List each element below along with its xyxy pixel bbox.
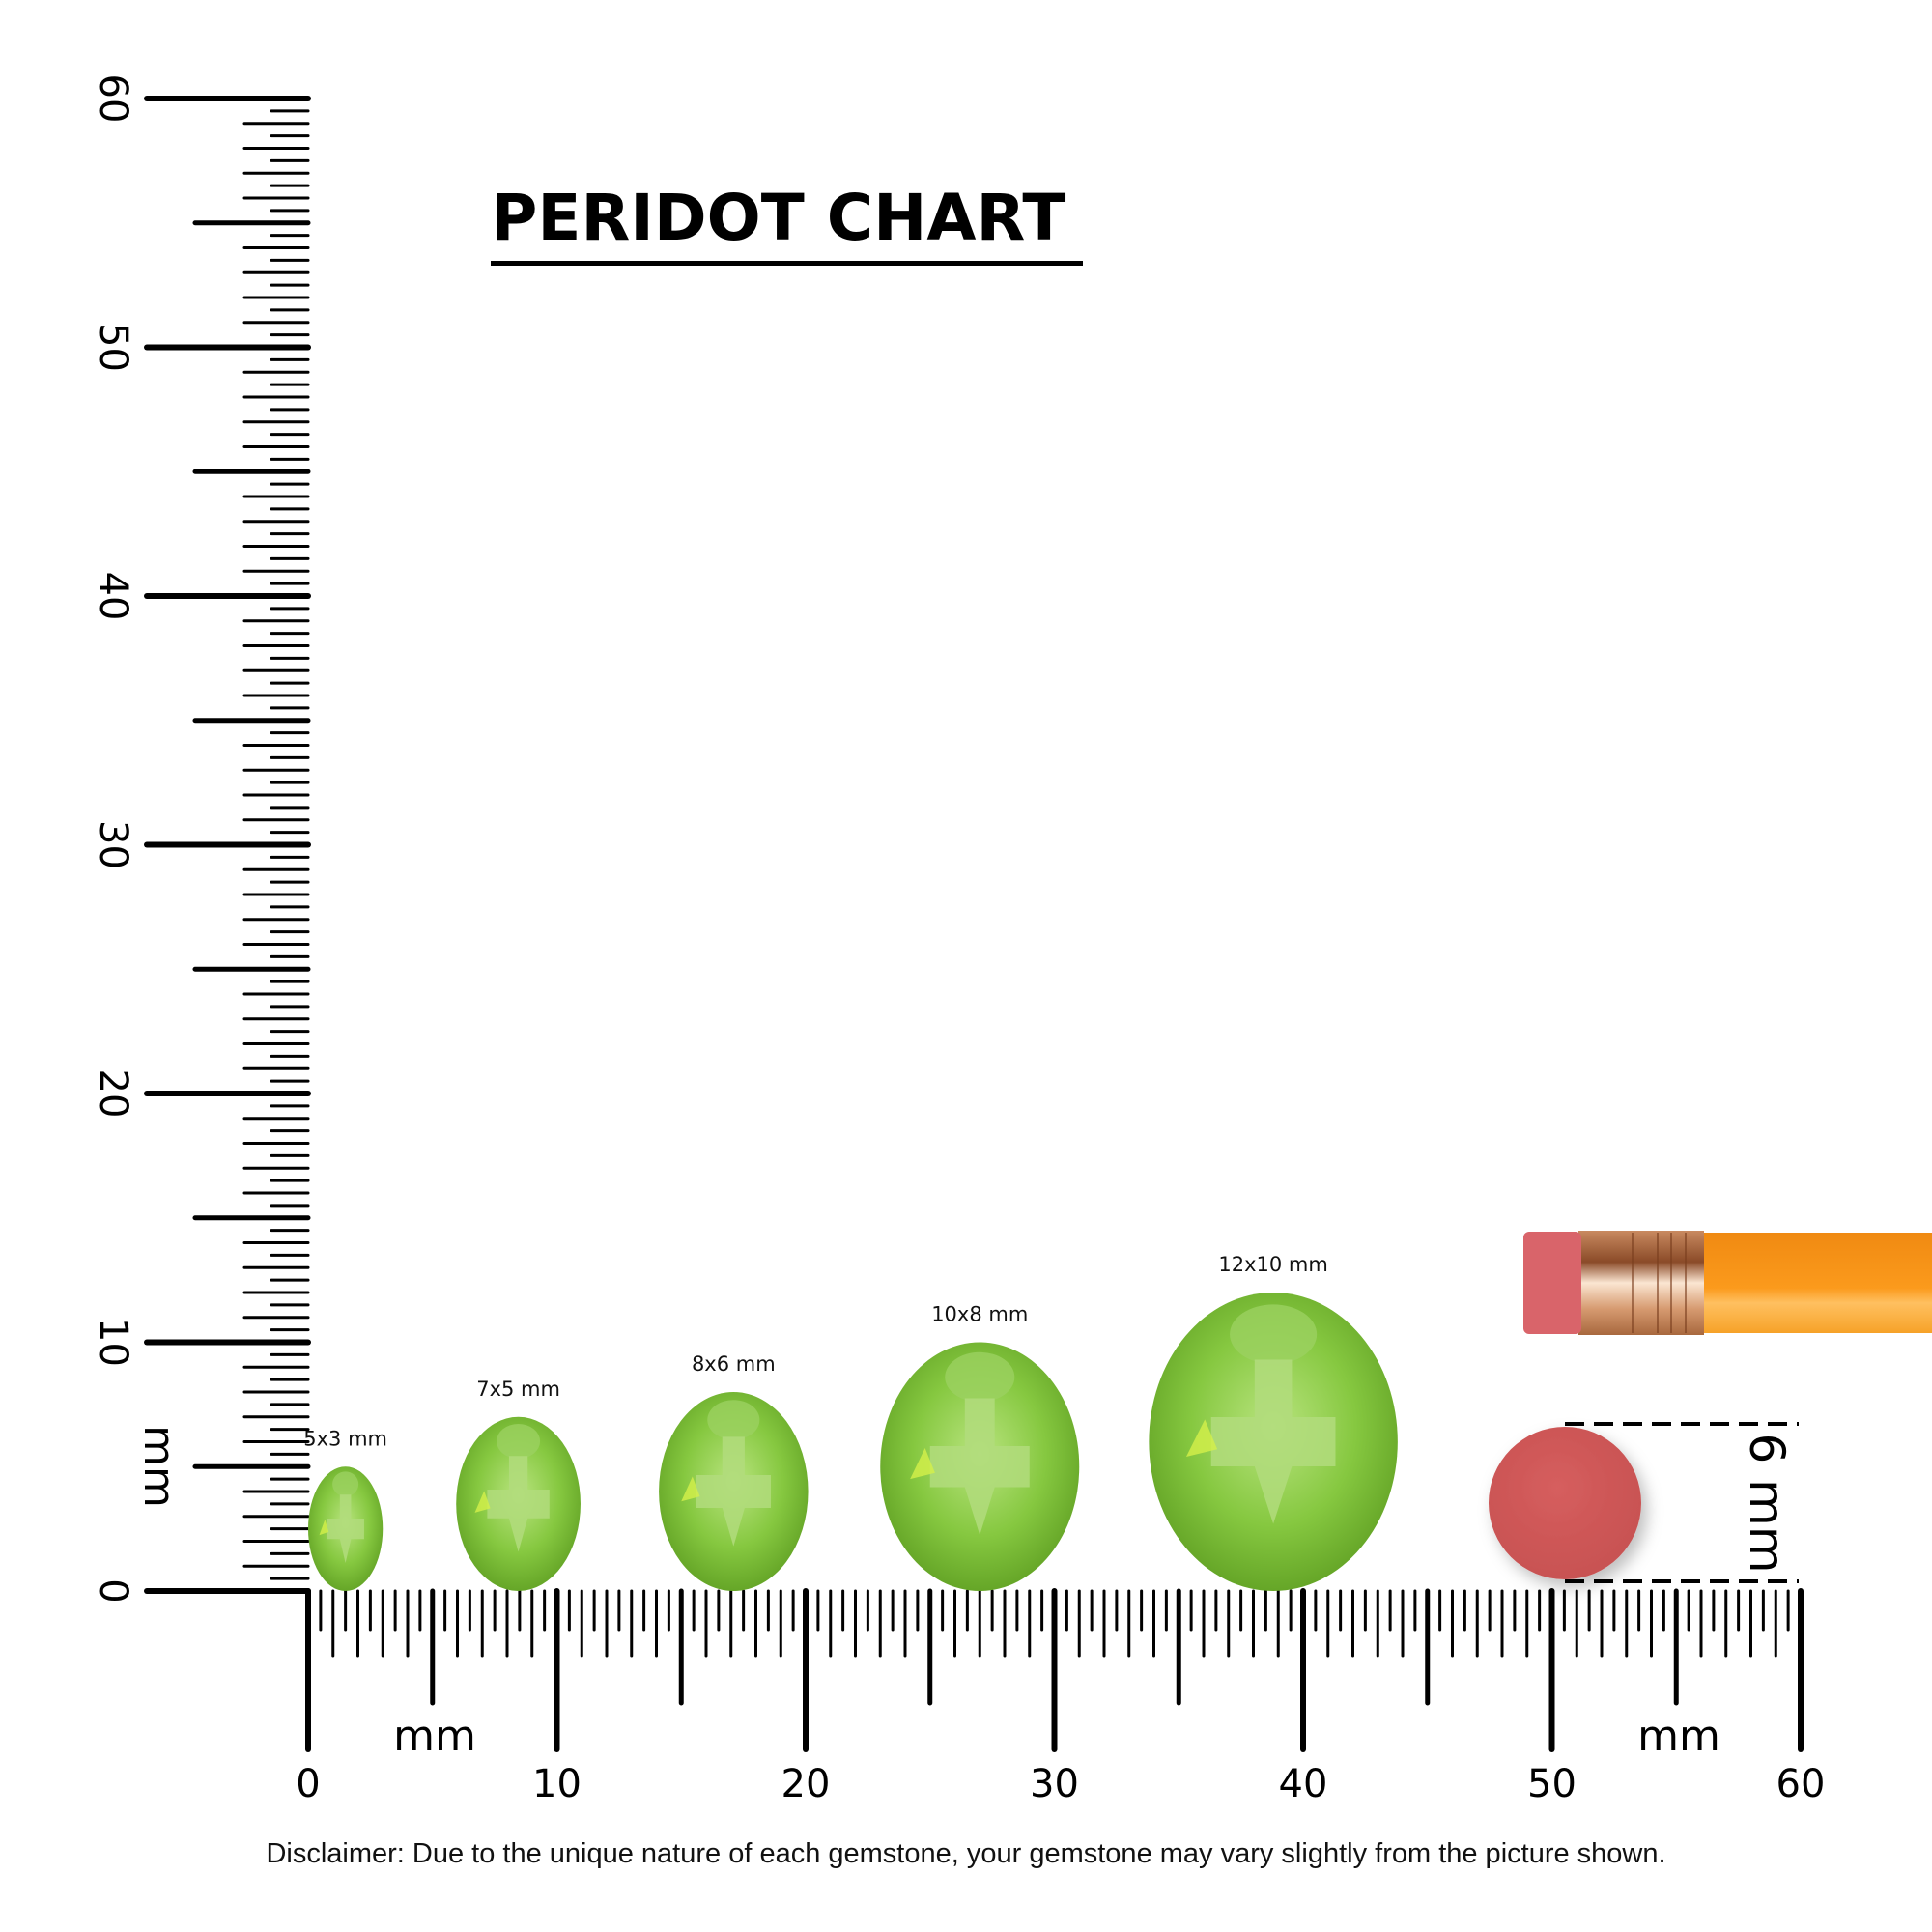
gem-facet: [707, 1400, 760, 1440]
gem-table-facet: [1210, 1359, 1336, 1524]
gem-oval-7x5-mm: 7x5 mm: [456, 1378, 581, 1591]
horizontal-tick-label: 20: [781, 1762, 831, 1806]
horizontal-tick-label: 0: [296, 1762, 320, 1806]
gem-facet: [332, 1471, 359, 1497]
gem-oval-12x10-mm: 12x10 mm: [1149, 1253, 1398, 1591]
ferrule-ridges: [1632, 1233, 1687, 1333]
horizontal-tick-label: 50: [1527, 1762, 1577, 1806]
vertical-tick-label: 10: [91, 1318, 135, 1367]
horizontal-unit-label-right: mm: [1637, 1712, 1720, 1761]
gem-size-label: 8x6 mm: [692, 1352, 776, 1376]
disclaimer: Disclaimer: Due to the unique nature of …: [266, 1838, 1666, 1869]
pencil-body: [1700, 1233, 1932, 1333]
vertical-tick-label: 50: [91, 323, 135, 372]
vertical-tick-label: 20: [91, 1069, 135, 1119]
horizontal-tick-label: 60: [1776, 1762, 1826, 1806]
title-underline: [491, 261, 1083, 266]
vertical-tick-label: 30: [91, 820, 135, 869]
horizontal-tick-label: 30: [1030, 1762, 1079, 1806]
pencil-ferrule: [1578, 1231, 1704, 1335]
gem-oval-10x8-mm: 10x8 mm: [880, 1303, 1080, 1591]
horizontal-unit-label-left: mm: [393, 1712, 476, 1761]
gem-sparkle: [474, 1491, 491, 1513]
gem-sparkle: [319, 1519, 329, 1536]
chart-title: PERIDOT CHART: [491, 181, 1065, 255]
vertical-tick-label: 40: [91, 572, 135, 621]
gem-facet: [497, 1423, 541, 1460]
pencil-eraser: [1523, 1232, 1581, 1334]
vertical-tick-label: 0: [91, 1578, 135, 1603]
vertical-tick-label: 60: [91, 74, 135, 124]
gem-table-facet: [487, 1456, 550, 1552]
eraser-size-label: 6 mm: [1739, 1433, 1795, 1573]
gem-size-label: 7x5 mm: [476, 1378, 560, 1401]
gem-sparkle: [910, 1447, 935, 1480]
gem-table-facet: [327, 1494, 364, 1564]
eraser-reference-circle: [1489, 1427, 1641, 1579]
pencil-illustration: [1523, 1231, 1932, 1335]
gem-oval-8x6-mm: 8x6 mm: [659, 1352, 809, 1591]
gem-sparkle: [681, 1476, 700, 1502]
horizontal-tick-label: 10: [532, 1762, 582, 1806]
gem-sparkle: [1185, 1419, 1218, 1457]
horizontal-ruler: 0 10 20 30 40 50 60: [296, 1588, 1826, 1806]
gem-facet: [945, 1351, 1015, 1403]
gem-row: 5x3 mm 7x5 mm 8x6 mm 10x8 mm 12x10 mm: [303, 1253, 1398, 1591]
gem-table-facet: [696, 1436, 771, 1547]
gem-size-label: 12x10 mm: [1218, 1253, 1327, 1276]
horizontal-tick-label: 40: [1279, 1762, 1328, 1806]
vertical-ruler: 0 10 20 30 40 50 60: [91, 74, 311, 1604]
gem-table-facet: [929, 1398, 1030, 1536]
gem-facet: [1230, 1304, 1318, 1365]
gem-size-label: 10x8 mm: [931, 1303, 1028, 1326]
gem-size-label: 5x3 mm: [303, 1427, 387, 1450]
gem-oval-5x3-mm: 5x3 mm: [303, 1427, 387, 1591]
vertical-unit-label: mm: [134, 1425, 184, 1508]
